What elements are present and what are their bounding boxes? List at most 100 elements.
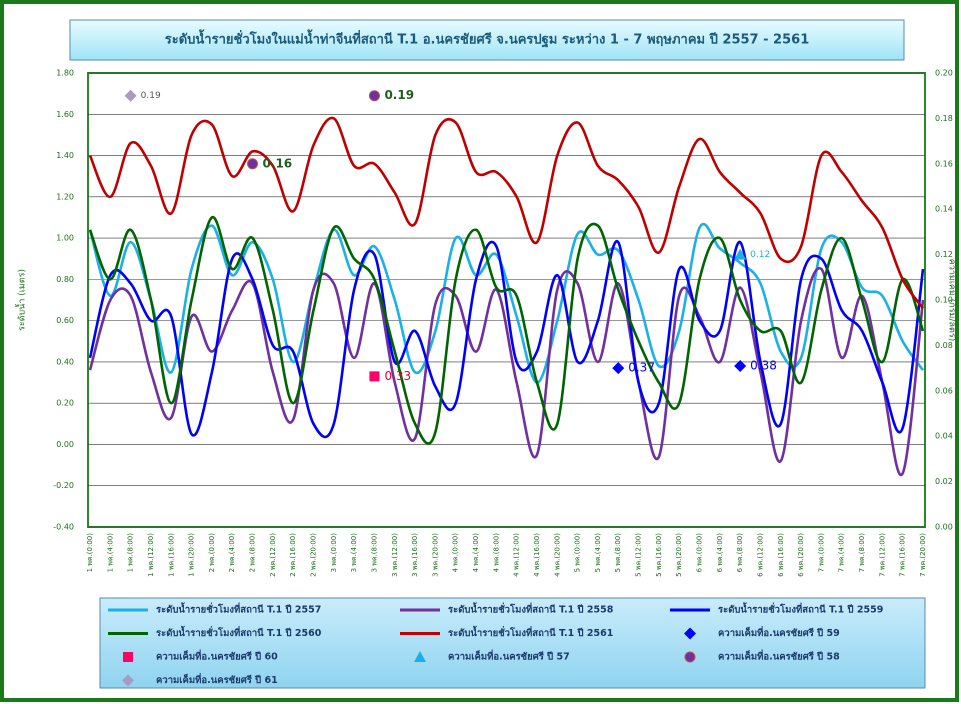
y2-tick-label: 0.14 [935, 205, 953, 214]
y-tick-label: -0.20 [53, 481, 74, 490]
marker [124, 89, 137, 102]
x-tick-label: 4 พค.(20:00) [553, 533, 561, 577]
y-tick-label: 0.80 [56, 275, 74, 284]
y2-axis-title: ความเค็ม (กรัม/ลิตร) [947, 259, 960, 341]
value-label: 0.16 [263, 156, 293, 170]
marker [247, 158, 259, 170]
x-tick-label: 5 พค.(0:00) [574, 533, 582, 573]
x-tick-label: 1 พค.(8:00) [127, 533, 135, 573]
x-tick-label: 3 พค.(0:00) [330, 533, 338, 573]
x-tick-label: 1 พค.(16:00) [167, 533, 175, 577]
legend-label: ระดับน้ำรายชั่วโมงที่สถานี T.1 ปี 2558 [448, 602, 614, 616]
y-tick-label: -0.40 [53, 523, 74, 532]
value-label: 0.12 [750, 250, 770, 260]
y2-tick-label: 0.10 [935, 296, 953, 305]
value-label: 0.19 [141, 91, 161, 101]
x-tick-label: 5 พค.(20:00) [675, 533, 683, 577]
x-tick-label: 7 พค.(20:00) [919, 533, 927, 577]
x-tick-label: 6 พค.(20:00) [797, 533, 805, 577]
x-tick-label: 2 พค.(8:00) [249, 533, 257, 573]
x-tick-label: 6 พค.(0:00) [696, 533, 704, 573]
legend-label: ความเค็มที่อ.นครชัยศรี ปี 59 [718, 625, 840, 639]
line [88, 266, 925, 477]
x-tick-label: 1 พค.(20:00) [188, 533, 196, 577]
marker [734, 248, 747, 260]
y2-tick-label: 0.18 [935, 114, 953, 123]
y-tick-label: 1.00 [56, 234, 74, 243]
x-tick-label: 6 พค.(12:00) [756, 533, 764, 577]
x-tick-label: 4 พค.(8:00) [492, 533, 500, 573]
legend-label: ความเค็มที่อ.นครชัยศรี ปี 57 [448, 649, 570, 663]
legend-marker [122, 674, 134, 687]
y2-tick-label: 0.02 [935, 477, 953, 486]
x-tick-label: 3 พค.(4:00) [350, 533, 358, 573]
y-axis-title: ระดับน้ำ (เมตร) [15, 269, 28, 331]
x-tick-label: 5 พค.(16:00) [655, 533, 663, 577]
legend-marker [684, 651, 696, 663]
y2-tick-label: 0.08 [935, 341, 953, 350]
x-tick-label: 4 พค.(0:00) [452, 533, 460, 573]
legend-label: ระดับน้ำรายชั่วโมงที่สถานี T.1 ปี 2559 [718, 602, 883, 616]
x-tick-label: 7 พค.(0:00) [817, 533, 825, 573]
marker [369, 371, 380, 382]
x-tick-label: 7 พค.(16:00) [899, 533, 907, 577]
x-tick-label: 2 พค.(20:00) [309, 533, 317, 577]
marker [368, 90, 380, 102]
y2-tick-label: 0.00 [935, 523, 953, 532]
y-tick-label: 1.40 [56, 151, 74, 160]
marker [612, 362, 625, 375]
x-tick-label: 3 พค.(16:00) [411, 533, 419, 577]
legend-marker [684, 627, 696, 640]
x-tick-label: 7 พค.(4:00) [838, 533, 846, 573]
line [88, 216, 925, 445]
x-tick-label: 1 พค.(12:00) [147, 533, 155, 577]
x-tick-label: 1 พค.(0:00) [86, 533, 94, 573]
y-tick-label: 0.20 [56, 399, 74, 408]
x-tick-label: 3 พค.(20:00) [431, 533, 439, 577]
legend-label: ระดับน้ำรายชั่วโมงที่สถานี T.1 ปี 2560 [156, 625, 322, 639]
y-tick-label: 0.00 [56, 440, 74, 449]
x-tick-label: 2 พค.(12:00) [269, 533, 277, 577]
legend-label: ความเค็มที่อ.นครชัยศรี ปี 60 [156, 649, 278, 663]
x-tick-label: 6 พค.(4:00) [716, 533, 724, 573]
x-tick-label: 3 พค.(12:00) [391, 533, 399, 577]
value-label: 0.33 [384, 369, 411, 383]
x-tick-label: 5 พค.(4:00) [594, 533, 602, 573]
value-label: 0.37 [628, 361, 655, 375]
x-tick-label: 4 พค.(4:00) [472, 533, 480, 573]
line [88, 239, 925, 439]
x-tick-label: 7 พค.(8:00) [858, 533, 866, 573]
x-tick-label: 1 พค.(4:00) [106, 533, 114, 573]
x-tick-label: 2 พค.(16:00) [289, 533, 297, 577]
title-box [69, 19, 905, 61]
x-tick-label: 6 พค.(8:00) [736, 533, 744, 573]
legend-label: ความเค็มที่อ.นครชัยศรี ปี 61 [156, 672, 278, 686]
value-label: 0.38 [750, 359, 777, 373]
legend-marker [123, 652, 133, 662]
x-tick-label: 5 พค.(8:00) [614, 533, 622, 573]
y2-tick-label: 0.06 [935, 386, 953, 395]
y2-tick-label: 0.04 [935, 432, 953, 441]
x-tick-label: 2 พค.(0:00) [208, 533, 216, 573]
value-label: 0.19 [384, 88, 414, 102]
y-tick-label: 0.60 [56, 316, 74, 325]
y-tick-label: 1.80 [56, 69, 74, 78]
x-tick-label: 3 พค.(8:00) [370, 533, 378, 573]
line [88, 116, 925, 310]
x-tick-label: 7 พค.(12:00) [878, 533, 886, 577]
x-tick-label: 6 พค.(16:00) [777, 533, 785, 577]
y2-tick-label: 0.20 [935, 69, 953, 78]
x-tick-label: 4 พค.(16:00) [533, 533, 541, 577]
y2-tick-label: 0.12 [935, 250, 953, 259]
legend-marker [414, 651, 426, 662]
legend-label: ระดับน้ำรายชั่วโมงที่สถานี T.1 ปี 2557 [156, 602, 321, 616]
y-tick-label: 0.40 [56, 357, 74, 366]
y2-tick-label: 0.16 [935, 159, 953, 168]
x-tick-label: 5 พค.(12:00) [635, 533, 643, 577]
legend [99, 597, 926, 689]
chart-title: ระดับน้ำรายชั่วโมงในแม่น้ำท่าจีนที่สถานี… [165, 29, 809, 49]
legend-label: ระดับน้ำรายชั่วโมงที่สถานี T.1 ปี 2561 [448, 625, 613, 639]
x-tick-label: 2 พค.(4:00) [228, 533, 236, 573]
